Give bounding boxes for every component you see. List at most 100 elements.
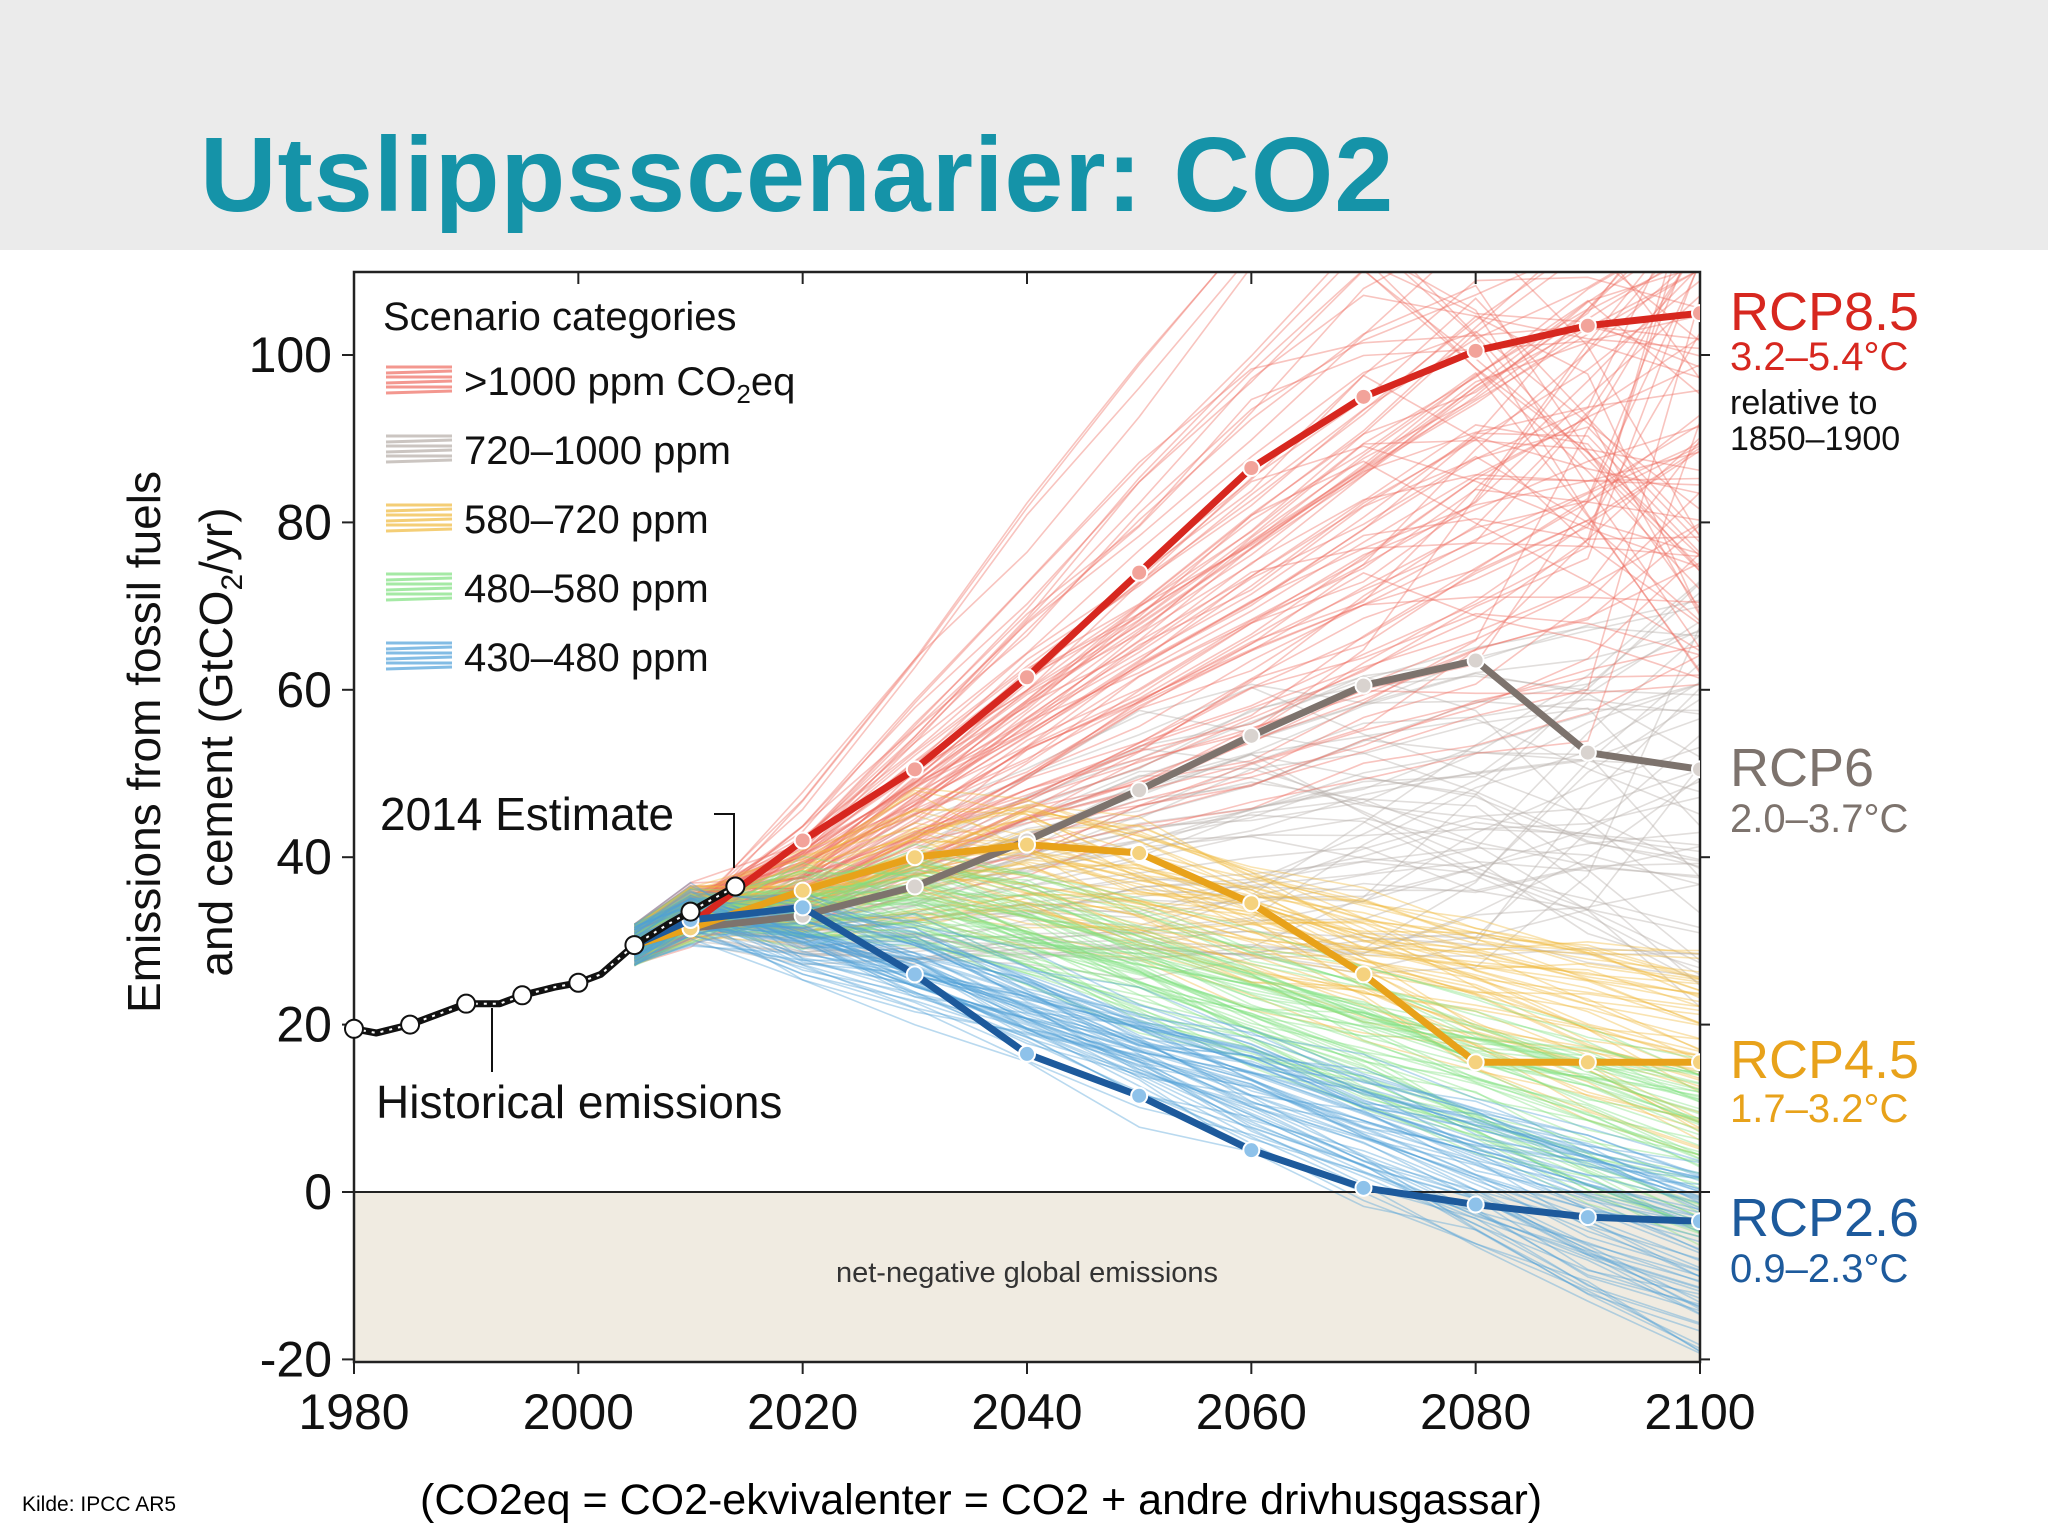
rcp-marker [1354,1178,1373,1197]
scenario-line [634,918,1700,1223]
rcp-temperature-range: 2.0–3.7°C [1730,797,1908,841]
scenario-line [634,905,1700,1324]
scenario-line [634,910,1700,1214]
scenario-line [634,856,1700,1147]
scenario-line [634,869,1700,1234]
scenario-line [633,893,1700,1174]
scenario-line [634,945,1700,1310]
legend-swatch-line [385,665,453,671]
scenario-line [634,272,1700,949]
rcp-marker [1354,965,1373,984]
scenario-line [634,921,1700,1278]
scenario-line [633,450,1700,932]
scenario-line [633,843,1700,1101]
rcp-marker [1691,1053,1700,1072]
x-tick-label: 2000 [523,1384,634,1440]
scenario-line [634,920,1700,1160]
footnote: (CO2eq = CO2-ekvivalenter = CO2 + andre … [420,1476,1543,1524]
scenario-line [633,850,1700,1081]
rcp-marker [1578,743,1597,762]
scenario-line [633,925,1700,1212]
scenario-line [634,926,1700,1316]
scenario-line [634,943,1700,1218]
scenario-line [634,272,1547,950]
legend-label: 430–480 ppm [464,636,709,680]
legend-swatch-line [385,448,453,454]
scenario-line [633,774,1700,927]
legend-swatch-line [385,389,453,395]
net-negative-region [354,1192,1700,1362]
rcp-marker [1578,1208,1597,1227]
legend-swatch-line [385,379,453,385]
legend-swatch-line [385,458,453,464]
relative-note-line1: relative to [1730,384,1877,422]
scenario-line [634,890,1700,1272]
y-tick-label: 0 [304,1164,332,1220]
y-tick-label: 100 [249,327,332,383]
legend-swatch-line [385,655,453,661]
scenario-line [633,336,1700,932]
scenario-line [634,455,1700,945]
legend-swatch-line [385,517,453,523]
scenario-line [634,897,1700,1076]
y-tick-label: -20 [260,1331,332,1387]
scenario-line [633,906,1700,1126]
scenario-line [633,848,1700,995]
scenario-line [633,889,1700,1229]
scenario-line [633,846,1700,943]
scenario-line [634,662,1700,956]
scenario-line [633,477,1700,951]
scenario-line [634,913,1700,1164]
scenario-line [634,906,1700,1243]
scenario-line [634,272,1619,928]
scenario-line [633,524,1700,926]
rcp-marker [1242,458,1261,477]
scenario-line [633,272,1700,960]
scenario-line [633,806,1700,980]
scenario-line [634,424,1700,929]
y-axis-title-line1: Emissions from fossil fuels [118,471,170,1013]
scenario-line [633,883,1700,981]
rcp-temperature-range: 1.7–3.2°C [1730,1087,1908,1131]
scenario-line [634,923,1700,1309]
scenario-line [633,891,1700,1278]
source-note: Kilde: IPCC AR5 [22,1493,177,1516]
scenario-line [633,707,1700,934]
scenario-line [634,272,1629,959]
scenario-line [634,912,1700,1238]
scenario-line [634,830,1700,1057]
scenario-line [634,855,1700,1115]
y-axis-title-line2: and cement (GtCO2/yr) [190,507,249,976]
scenario-line [633,709,1700,951]
historical-marker [568,972,589,993]
scenario-line [634,272,1700,939]
scenario-line [634,473,1700,936]
scenario-line [634,912,1700,1254]
y-tick-label: 60 [276,662,332,718]
scenario-line [633,272,1683,955]
scenario-line [634,683,1700,935]
scenario-line [633,922,1700,1199]
scenario-line [634,675,1700,934]
rcp-marker [1130,781,1149,800]
scenario-line [634,934,1700,1202]
legend-swatch-line [385,369,453,375]
historical-marker [456,993,477,1014]
rcp-marker [1578,316,1597,335]
scenario-line [633,874,1700,955]
scenario-line [634,937,1700,1326]
header-band [0,0,2048,250]
scenario-line [634,892,1700,1076]
scenario-line [633,849,1700,1101]
scenario-line [634,874,1700,1230]
scenario-line [633,912,1700,1178]
legend-title: Scenario categories [383,295,737,339]
rcp-marker [1466,1053,1485,1072]
legend-swatch [385,641,453,671]
legend-swatch [385,503,453,533]
scenario-line [634,926,1700,1179]
scenario-line [634,298,1700,954]
scenario-line [634,822,1700,979]
rcp-marker [793,831,812,850]
